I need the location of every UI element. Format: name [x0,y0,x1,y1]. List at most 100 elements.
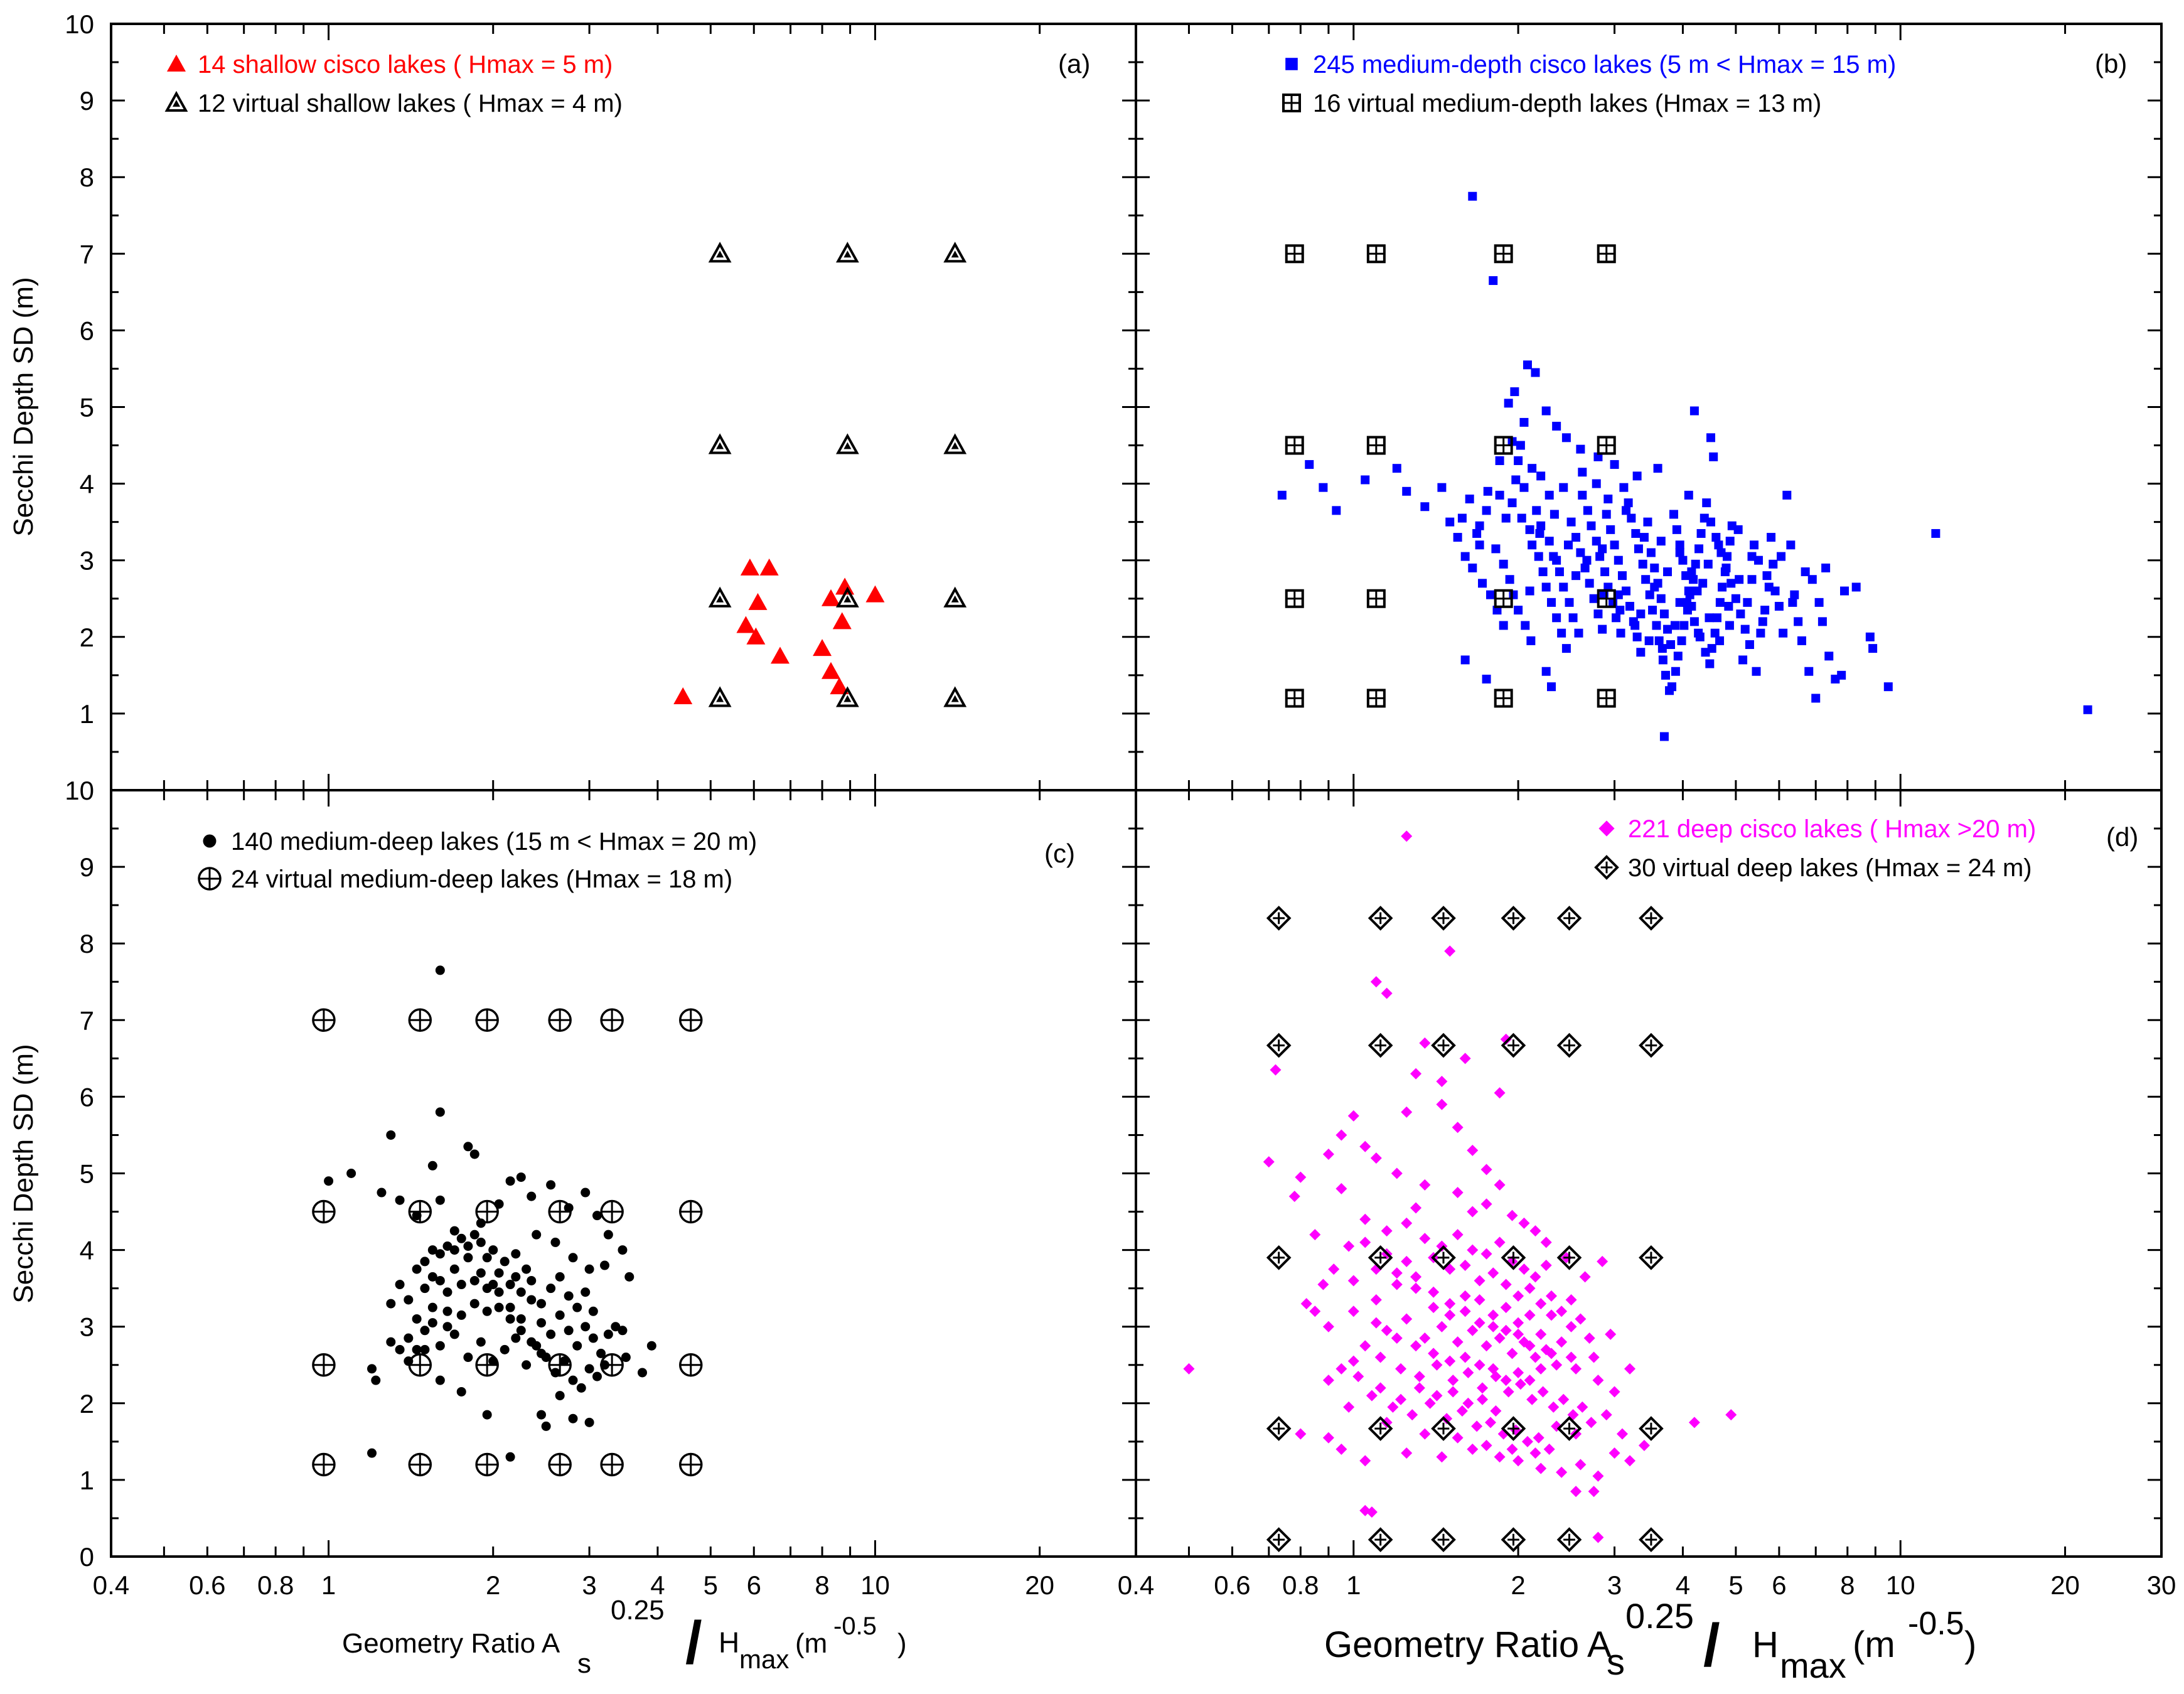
data-point-square [1593,609,1603,619]
data-point-square [1465,495,1474,504]
data-point-circle [536,1410,546,1420]
x-axis-label-left: Geometry Ratio A s 0.25 / H max (m -0.5 … [342,1595,907,1679]
data-point-diamond [1467,1324,1479,1336]
data-point-circle-open-cross [312,1353,336,1377]
data-point-triangle [865,585,885,603]
data-point-square [1437,483,1447,492]
legend-b: 245 medium-depth cisco lakes (5 m < Hmax… [1313,49,2127,117]
data-point-square [1525,525,1534,534]
data-point-square-open-cross [1285,689,1304,708]
data-point-circle [404,1333,414,1343]
data-point-diamond-open-cross [1431,1245,1456,1270]
data-point-square [1468,563,1477,572]
data-point-circle [482,1253,492,1263]
x-label-right-unit-close: ) [1964,1624,1976,1665]
data-point-diamond-open-cross [1368,1032,1393,1058]
data-point-square [1634,544,1643,554]
data-point-diamond [1543,1444,1555,1455]
data-point-circle-open-cross [548,1452,572,1477]
data-point-square [1659,609,1669,619]
data-point-diamond [1485,1417,1497,1429]
data-point-square [1457,513,1467,523]
data-point-circle-open-cross [312,1452,336,1477]
data-point-diamond [1490,1405,1502,1417]
data-point-diamond [1512,1290,1524,1302]
data-point-square [1445,517,1455,527]
data-point-diamond [1436,1451,1448,1463]
data-point-circle [581,1287,591,1297]
data-point-diamond [1514,1378,1526,1390]
data-point-circle [564,1291,574,1301]
data-point-circle-open-cross [679,1008,703,1032]
data-point-diamond [1322,1375,1334,1386]
data-point-diamond [1343,1401,1355,1413]
data-point-square [1614,590,1623,599]
data-point-circle [505,1176,515,1186]
data-point-triangle [821,662,840,679]
data-point-square [1576,548,1585,557]
data-point-circle [386,1130,396,1140]
data-point-diamond-open-cross [1639,1032,1664,1058]
data-point-square [1758,617,1767,626]
data-point-circle [463,1353,473,1363]
data-point-diamond [1366,1390,1378,1402]
data-point-diamond [1309,1229,1321,1241]
data-point-circle [469,1149,479,1159]
data-point-square [1472,528,1482,538]
data-point-square [1504,399,1513,408]
data-point-circle [516,1314,526,1324]
data-point-diamond [1381,1324,1393,1336]
data-point-diamond-open-cross [1501,1245,1526,1270]
data-point-square [1645,590,1654,599]
legend-a-series-1-label: 14 shallow cisco lakes ( Hmax = 5 m) [198,51,613,78]
data-point-diamond [1391,1267,1403,1279]
data-point-square [1723,552,1732,561]
data-point-diamond-open-cross [1556,1245,1582,1270]
data-point-square [1420,502,1430,512]
data-point-diamond-open-cross [1266,1416,1292,1441]
data-point-square [1779,628,1788,638]
data-point-square [1650,563,1659,572]
x-tick-label: 3 [582,1570,596,1600]
data-point-diamond [1576,1401,1588,1413]
data-point-diamond [1512,1328,1524,1340]
data-point-square [1661,670,1670,680]
data-point-diamond [1512,1317,1524,1329]
data-point-square [1657,644,1667,653]
data-point-circle [516,1287,526,1297]
data-point-square [1671,667,1680,676]
x-label-left-h: H [719,1626,739,1659]
panel-d-tag: (d) [2106,822,2138,852]
data-point-diamond [1444,1298,1456,1310]
data-point-circle [469,1230,479,1240]
data-point-diamond [1540,1236,1552,1248]
data-point-diamond [1565,1294,1577,1305]
data-point-diamond [1487,1321,1499,1332]
data-point-diamond [1551,1359,1563,1371]
data-point-diamond [1487,1363,1499,1375]
y-tick-label: 4 [80,469,94,499]
data-point-diamond [1546,1348,1558,1359]
data-point-diamond [1381,1225,1393,1237]
data-point-square [1641,575,1651,584]
data-point-diamond [1444,1355,1456,1367]
data-point-circle [516,1172,526,1182]
legend-swatch-diamond-open-cross [1594,855,1619,880]
data-point-square [1561,433,1571,442]
data-point-square-open-cross [1597,244,1616,264]
data-point-square [1559,483,1568,492]
data-point-square [1777,552,1786,561]
data-point-circle-open-cross [600,1199,624,1224]
legend-c-series-1-label: 140 medium-deep lakes (15 m < Hmax = 20 … [231,828,757,855]
data-point-diamond [1487,1309,1499,1321]
data-point-circle-open-cross [548,1353,572,1377]
data-point-square [1528,464,1537,473]
data-point-diamond-open-cross [1556,906,1582,931]
data-point-square [1747,552,1757,561]
data-point-diamond [1381,987,1393,999]
data-point-square [1689,575,1698,584]
data-point-square [1712,613,1721,623]
data-point-diamond [1535,1363,1547,1375]
data-point-circle [469,1275,479,1285]
